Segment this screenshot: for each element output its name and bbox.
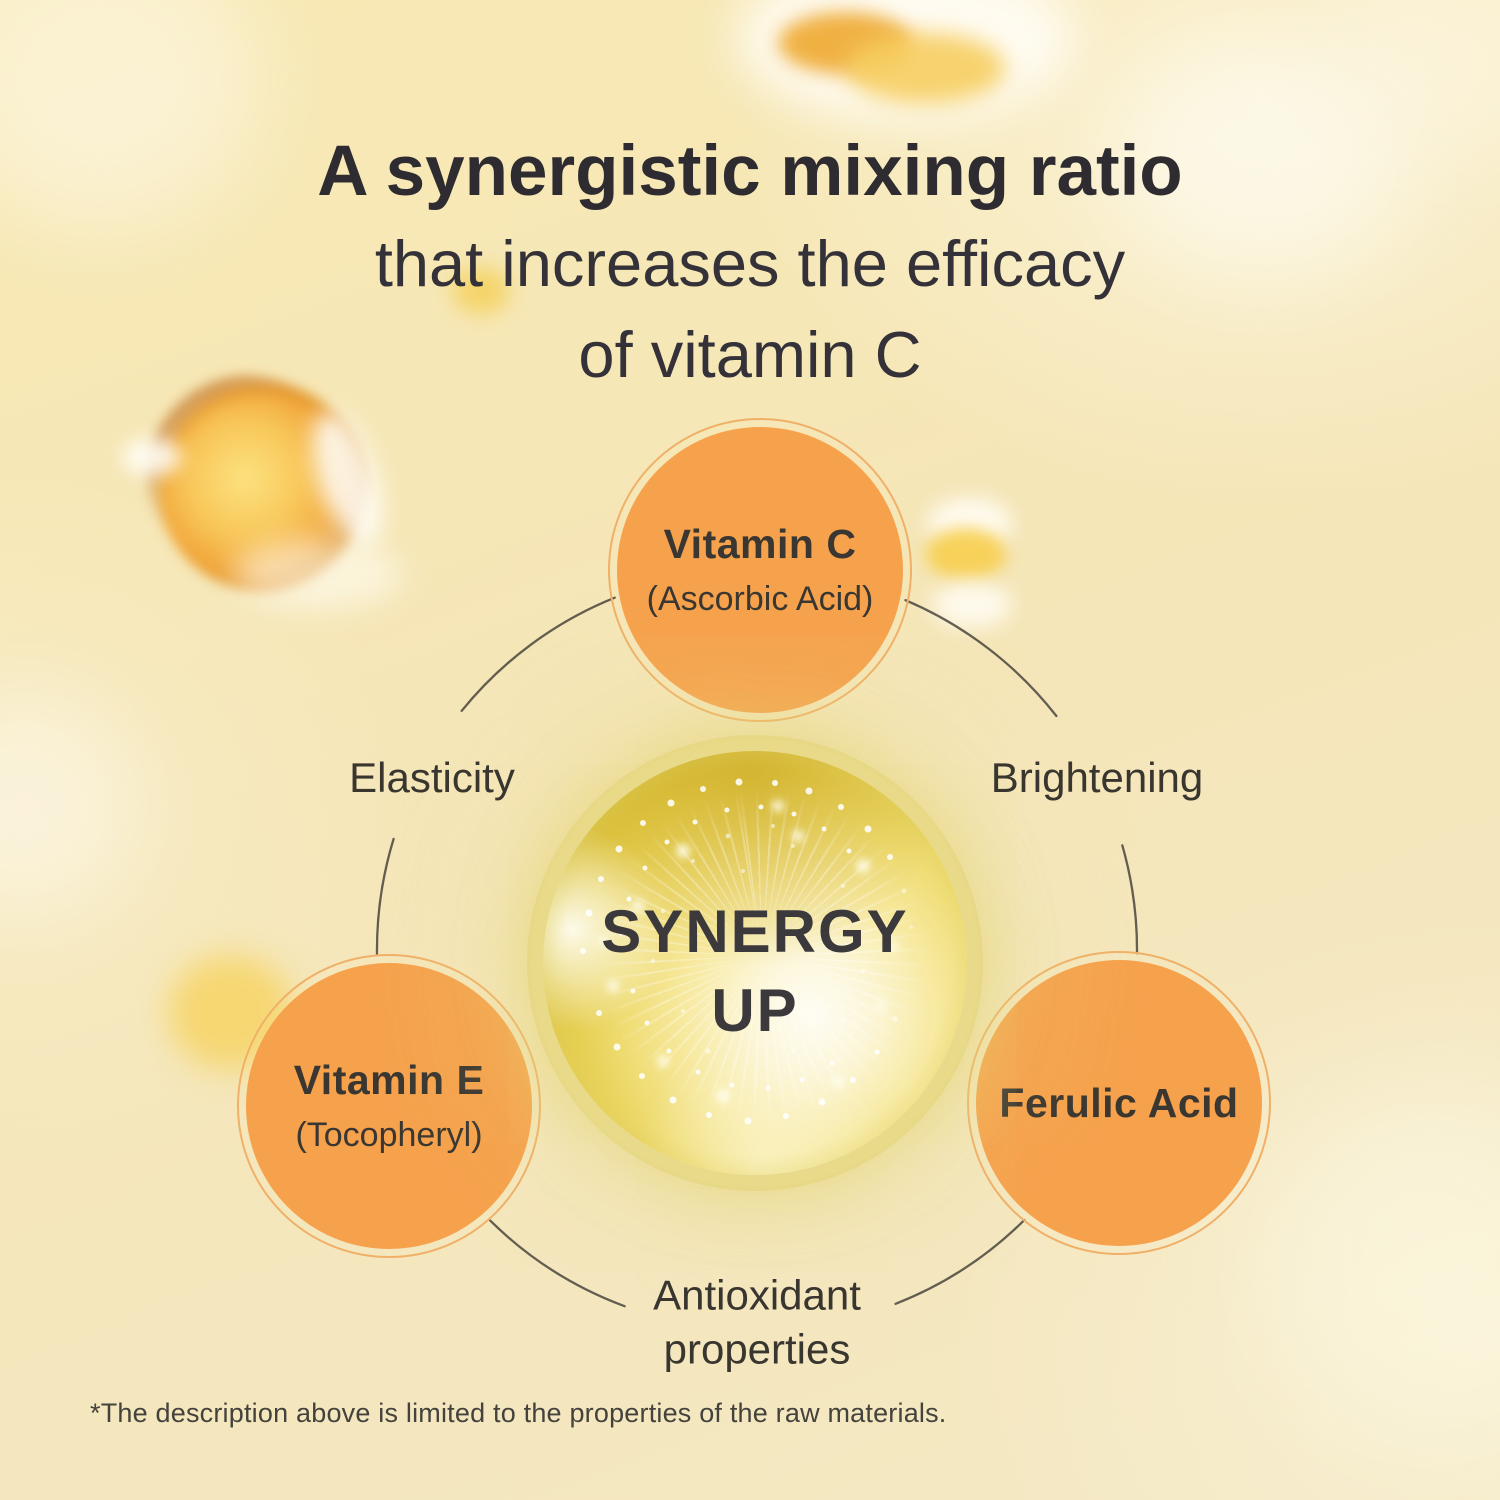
benefit-elasticity: Elasticity — [349, 754, 515, 801]
benefit-brightening: Brightening — [990, 754, 1204, 801]
node-ferulic-acid-label: Ferulic Acid — [999, 1079, 1239, 1126]
footnote: *The description above is limited to the… — [90, 1398, 947, 1428]
node-vitamin-e-label: Vitamin E — [293, 1057, 485, 1103]
node-vitamin-c-sublabel: (Ascorbic Acid) — [646, 580, 874, 618]
node-vitamin-e: Vitamin E (Tocopheryl) — [237, 954, 541, 1258]
node-vitamin-e-sublabel: (Tocopheryl) — [295, 1116, 483, 1154]
node-vitamin-c-label: Vitamin C — [663, 521, 857, 567]
connector-arc-bottom-right — [894, 1218, 1026, 1305]
node-vitamin-c: Vitamin C (Ascorbic Acid) — [608, 418, 912, 722]
connector-arc-right — [1121, 844, 1139, 955]
node-circle: Ferulic Acid — [976, 960, 1262, 1246]
node-circle: Vitamin E (Tocopheryl) — [246, 963, 532, 1249]
connector-arc-left — [375, 837, 395, 956]
headline-line-3: of vitamin C — [578, 318, 922, 391]
synergy-bubble: SYNERGY UP — [527, 735, 983, 1191]
bubble-label-line-1: SYNERGY — [601, 898, 909, 965]
connector-arc-top-right — [904, 599, 1058, 718]
connector-arc-bottom-left — [489, 1219, 626, 1308]
benefit-antioxidant: Antioxidant properties — [653, 1271, 861, 1372]
headline: A synergistic mixing ratio that increase… — [0, 126, 1500, 400]
headline-line-1: A synergistic mixing ratio — [317, 132, 1183, 211]
bubble-label-line-2: UP — [711, 977, 799, 1044]
headline-line-2: that increases the efficacy — [374, 227, 1126, 300]
node-circle: Vitamin C (Ascorbic Acid) — [617, 427, 903, 713]
connector-arc-top-left — [460, 596, 616, 712]
bubble-label: SYNERGY UP — [543, 751, 967, 1175]
node-ferulic-acid: Ferulic Acid — [967, 951, 1271, 1255]
